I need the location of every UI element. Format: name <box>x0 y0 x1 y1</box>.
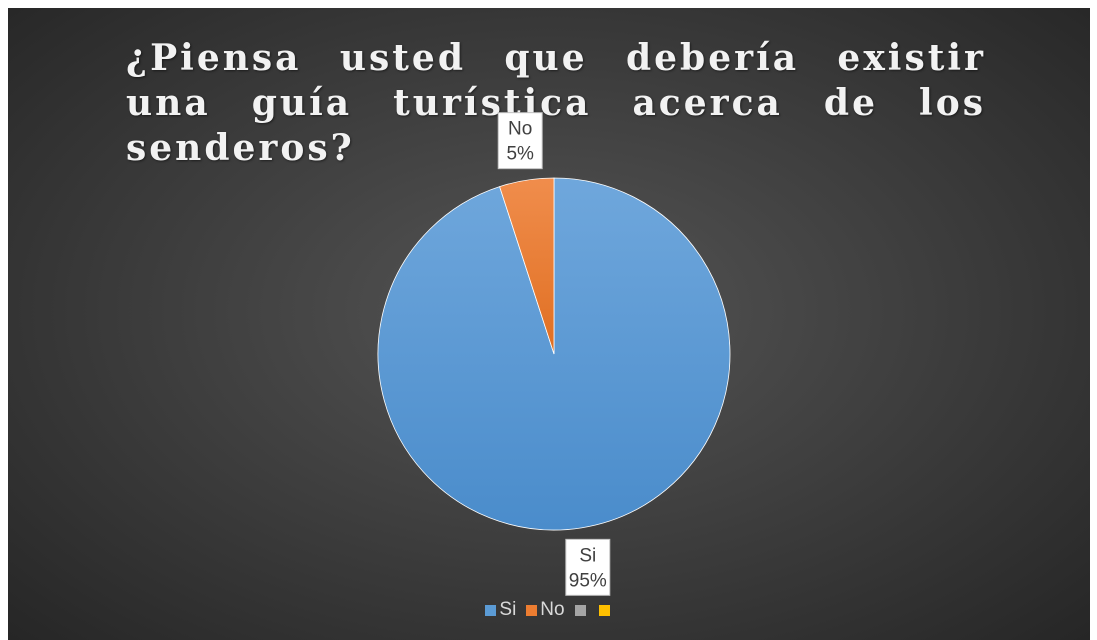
legend-item-series-3 <box>574 604 589 616</box>
data-label-category-no: No <box>508 119 532 140</box>
pie-slices <box>377 177 731 531</box>
data-label-value-si: 95% <box>569 570 607 591</box>
legend-item-si: Si <box>485 599 516 621</box>
pie-slice-si <box>377 177 731 531</box>
data-label-box-si <box>565 538 611 596</box>
legend-swatch <box>574 604 586 616</box>
data-label-value-no: 5% <box>506 144 534 165</box>
data-label-category-si: Si <box>579 545 596 566</box>
chart-title: ¿Piensa usted que debería existir una gu… <box>126 37 986 169</box>
chart-area: ¿Piensa usted que debería existir una gu… <box>8 8 1090 640</box>
legend-swatch <box>485 604 497 616</box>
pie-slice-no <box>499 177 555 355</box>
legend-item-series-4 <box>598 604 613 616</box>
legend-swatch <box>598 604 610 616</box>
legend-label: Si <box>499 599 517 620</box>
legend-swatch <box>526 604 538 616</box>
pie-chart: Si 95% No 5% <box>377 112 731 596</box>
chart-legend: Si No <box>8 599 1090 621</box>
legend-label: No <box>540 599 565 620</box>
data-labels: Si 95% No 5% <box>497 112 611 596</box>
data-label-box-no <box>497 112 543 170</box>
legend-item-no: No <box>526 599 565 621</box>
